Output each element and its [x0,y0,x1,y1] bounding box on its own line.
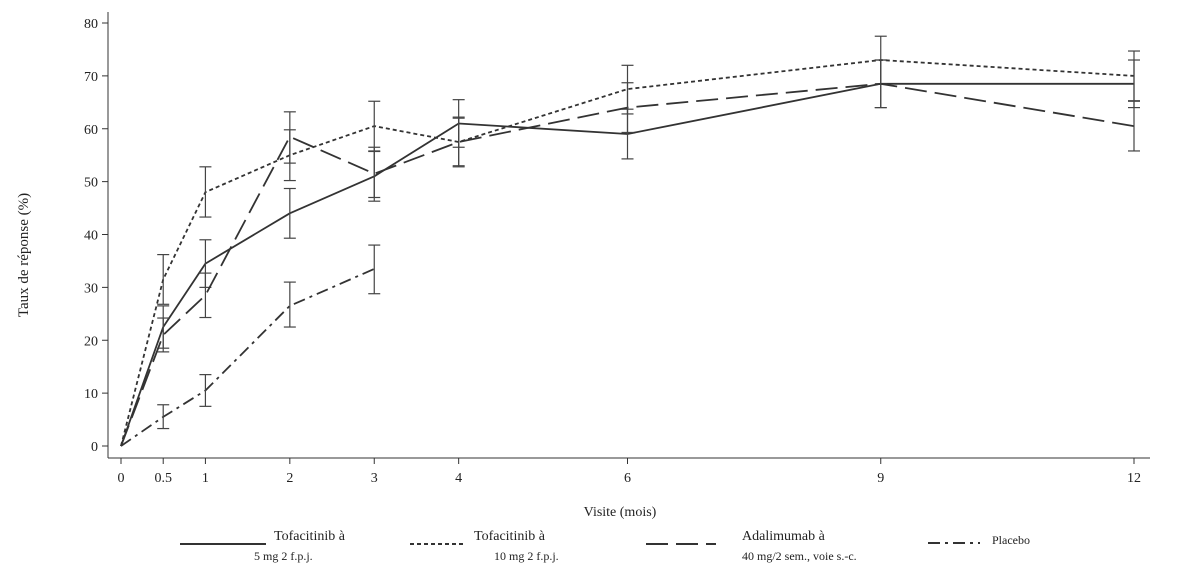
x-tick-label: 6 [624,471,631,486]
error-bar [199,374,212,407]
legend-label: Tofacitinib à [474,529,546,544]
x-tick-label: 9 [877,471,884,486]
error-bar [368,146,381,199]
x-tick-label: 1 [202,471,209,486]
x-tick-label: 4 [455,471,462,486]
series-2 [120,35,1140,447]
error-bar [1128,50,1140,102]
legend-label: Placebo [992,533,1030,547]
x-tick-label: 0 [118,471,125,486]
y-axis-title: Taux de réponse (%) [16,193,32,317]
error-bar [199,272,212,319]
x-tick-label: 0.5 [154,471,172,486]
legend-label: 5 mg 2 f.p.j. [254,549,313,563]
error-bar [368,244,381,295]
error-bar [283,111,296,164]
series-4 [120,244,381,447]
legend-item-1: Tofacitinib à 5 mg 2 f.p.j. [180,529,346,563]
legend-item-4: Placebo [928,533,1030,547]
y-tick-label: 20 [84,334,98,349]
legend-label: 10 mg 2 f.p.j. [494,549,559,563]
y-tick-label: 80 [84,17,98,32]
y-tick-label: 40 [84,229,98,244]
error-bar [283,281,296,328]
error-bar [874,59,887,109]
error-bar [157,253,170,305]
series-1 [120,59,1140,447]
error-bar [1128,100,1140,152]
x-axis-title: Visite (mois) [584,505,657,520]
y-tick-label: 0 [91,440,98,455]
error-bar [157,404,170,430]
y-tick-label: 60 [84,123,98,138]
legend-label: Adalimumab à [742,529,826,544]
legend-item-3: Adalimumab à 40 mg/2 sem., voie s.-c. [646,529,857,563]
error-bar [283,187,296,239]
legend-label: Tofacitinib à [274,529,346,544]
x-tick-label: 2 [286,471,293,486]
legend-label: 40 mg/2 sem., voie s.-c. [742,549,857,563]
series-line [120,82,1135,447]
series-3 [120,59,1140,447]
y-tick-label: 30 [84,281,98,296]
error-bar [368,100,381,152]
x-tick-label: 3 [371,471,378,486]
error-bar [621,82,634,134]
legend: Tofacitinib à 5 mg 2 f.p.j. Tofacitinib à 1… [180,529,1030,563]
series-layer [120,35,1140,447]
error-bar [452,117,465,167]
legend-item-2: Tofacitinib à 10 mg 2 f.p.j. [410,529,559,563]
x-tick-label: 12 [1127,471,1141,486]
y-tick-label: 50 [84,176,98,191]
error-bar [199,166,212,218]
y-tick-label: 70 [84,70,98,85]
y-tick-label: 10 [84,387,98,402]
error-bar [157,317,170,353]
